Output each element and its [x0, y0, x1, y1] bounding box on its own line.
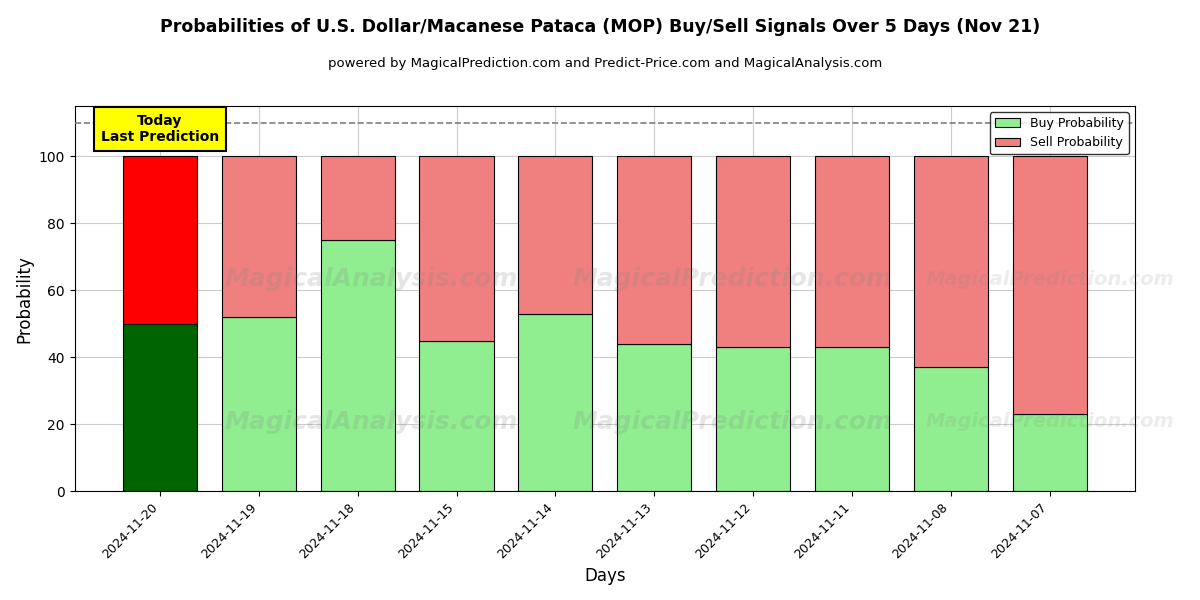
Bar: [913, 367, 988, 491]
Bar: [518, 156, 593, 314]
Text: MagicalAnalysis.com: MagicalAnalysis.com: [224, 410, 518, 434]
Bar: [320, 156, 395, 240]
Bar: [122, 156, 197, 324]
Bar: [815, 156, 889, 347]
Bar: [222, 156, 296, 317]
Bar: [617, 344, 691, 491]
Legend: Buy Probability, Sell Probability: Buy Probability, Sell Probability: [990, 112, 1129, 154]
Bar: [420, 341, 493, 491]
Bar: [815, 347, 889, 491]
Bar: [617, 156, 691, 344]
Text: MagicalPrediction.com: MagicalPrediction.com: [572, 268, 892, 292]
Bar: [518, 314, 593, 491]
Bar: [320, 240, 395, 491]
Text: Probabilities of U.S. Dollar/Macanese Pataca (MOP) Buy/Sell Signals Over 5 Days : Probabilities of U.S. Dollar/Macanese Pa…: [160, 18, 1040, 36]
Bar: [420, 156, 493, 341]
Text: MagicalPrediction.com: MagicalPrediction.com: [925, 412, 1175, 431]
Bar: [716, 156, 790, 347]
Text: MagicalPrediction.com: MagicalPrediction.com: [925, 270, 1175, 289]
Title: powered by MagicalPrediction.com and Predict-Price.com and MagicalAnalysis.com: powered by MagicalPrediction.com and Pre…: [328, 57, 882, 70]
Bar: [122, 324, 197, 491]
Bar: [222, 317, 296, 491]
Bar: [1013, 414, 1087, 491]
Y-axis label: Probability: Probability: [16, 254, 34, 343]
Text: Today
Last Prediction: Today Last Prediction: [101, 114, 220, 145]
Text: MagicalAnalysis.com: MagicalAnalysis.com: [224, 268, 518, 292]
X-axis label: Days: Days: [584, 567, 625, 585]
Bar: [1013, 156, 1087, 414]
Bar: [913, 156, 988, 367]
Text: MagicalPrediction.com: MagicalPrediction.com: [572, 410, 892, 434]
Bar: [716, 347, 790, 491]
